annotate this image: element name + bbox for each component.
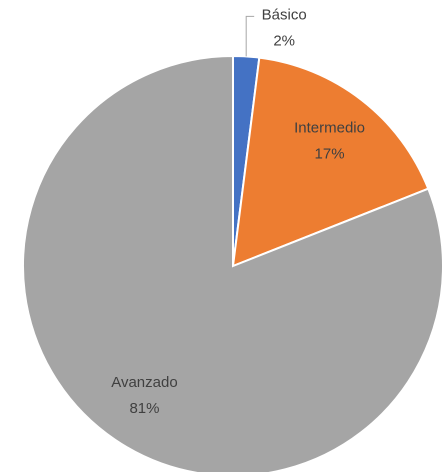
slice-label: Intermedio bbox=[294, 120, 365, 137]
slice-value: 2% bbox=[273, 32, 295, 49]
slice-label: Básico bbox=[262, 6, 307, 23]
slice-value: 17% bbox=[315, 146, 345, 163]
slice-label: Avanzado bbox=[111, 374, 177, 391]
pie-slice bbox=[22, 54, 443, 472]
pie-slice bbox=[231, 56, 430, 268]
slice-value: 81% bbox=[129, 400, 159, 417]
leader-line bbox=[245, 15, 255, 57]
